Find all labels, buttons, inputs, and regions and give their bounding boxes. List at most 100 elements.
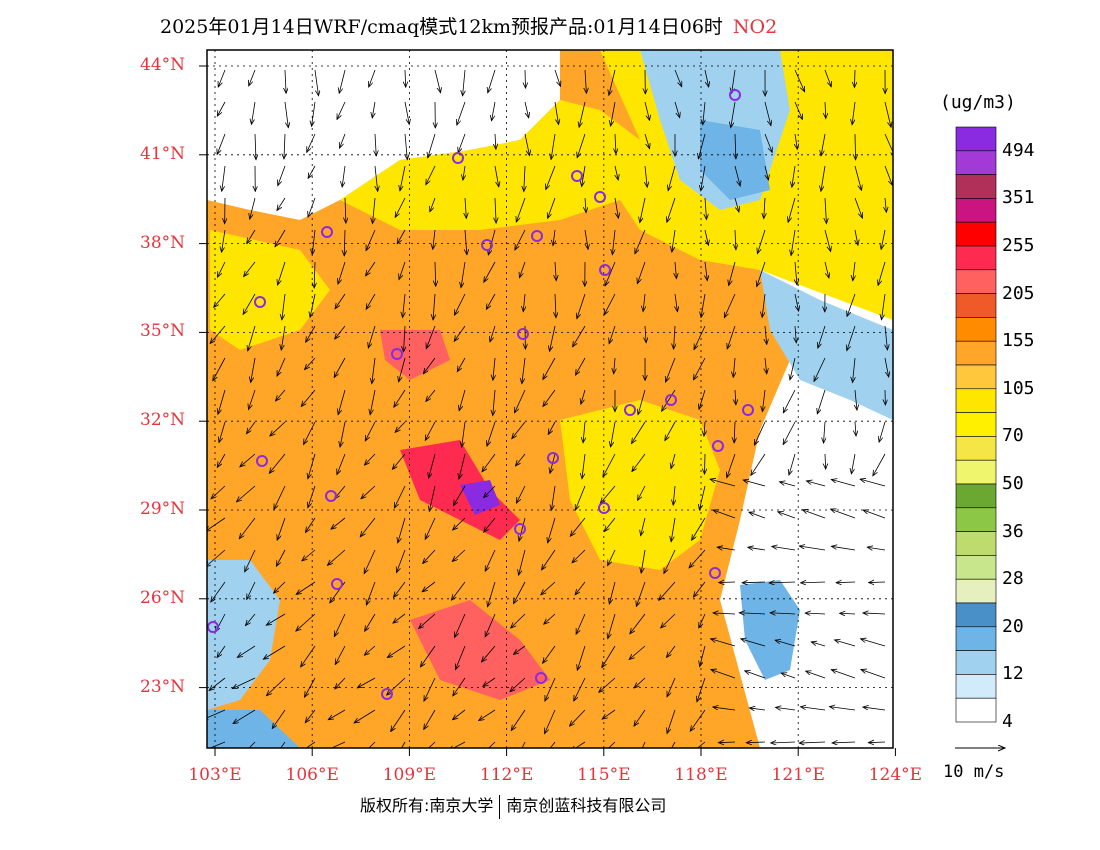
colorbar-label: 155 <box>1002 330 1035 352</box>
wind-arrow <box>704 421 705 436</box>
city-marker <box>709 567 721 579</box>
wind-arrow <box>263 645 286 659</box>
wind-arrow <box>732 69 736 93</box>
wind-arrow <box>514 645 526 654</box>
wind-arrow <box>765 357 767 374</box>
wind-arrow <box>210 325 226 344</box>
wind-arrow <box>749 708 766 710</box>
wind-arrow <box>600 485 616 503</box>
wind-arrow <box>817 389 826 414</box>
wind-arrow <box>424 709 436 729</box>
wind-arrow <box>541 581 556 595</box>
wind-arrow <box>699 389 706 409</box>
wind-arrow <box>855 421 856 436</box>
colorbar <box>955 126 997 723</box>
wind-arrow <box>831 546 856 551</box>
wind-arrow <box>855 389 857 410</box>
wind-arrow <box>405 133 407 160</box>
wind-arrow <box>399 357 406 382</box>
wind-arrow <box>277 197 286 211</box>
wind-arrow <box>634 709 646 726</box>
wind-arrow <box>366 293 376 309</box>
wind-arrow <box>387 677 406 695</box>
wind-arrow <box>873 453 886 476</box>
wind-arrow <box>772 546 796 551</box>
wind-arrow <box>575 485 586 510</box>
wind-arrow <box>308 197 316 217</box>
wind-arrow <box>244 261 256 277</box>
wind-arrow <box>493 357 495 380</box>
wind-arrow <box>312 101 316 126</box>
wind-arrow <box>525 69 526 88</box>
wind-arrow <box>689 549 706 568</box>
wind-arrow <box>824 229 831 252</box>
wind-arrow <box>249 69 256 86</box>
wind-arrow <box>705 229 708 245</box>
wind-arrow <box>783 421 796 445</box>
lat-label: 29°N <box>140 499 186 519</box>
wind-arrow <box>328 709 346 720</box>
wind-arrow <box>602 709 616 719</box>
wind-arrow <box>667 677 676 697</box>
wind-arrow <box>459 453 466 479</box>
graticule <box>207 50 893 748</box>
wind-arrow <box>251 101 256 124</box>
wind-arrow <box>485 613 496 637</box>
wind-arrow <box>746 742 766 743</box>
colorbar-swatch <box>955 531 997 556</box>
wind-arrow <box>301 645 316 667</box>
wind-arrow <box>645 325 646 343</box>
wind-arrow <box>364 645 376 655</box>
wind-arrow <box>571 741 586 748</box>
wind-arrow <box>806 481 826 487</box>
wind-arrow <box>392 453 406 469</box>
wind-arrow <box>266 613 286 625</box>
wind-arrow <box>659 581 676 600</box>
colorbar-swatch <box>955 198 997 223</box>
wind-arrow <box>847 293 856 316</box>
wind-arrow <box>701 293 706 317</box>
wind-arrow <box>645 165 647 187</box>
wind-arrow <box>276 549 286 566</box>
wind-arrow <box>855 133 856 160</box>
wind-arrow <box>272 709 286 729</box>
wind-arrow <box>453 517 466 530</box>
wind-arrow <box>453 677 466 696</box>
wind-arrow <box>724 293 736 318</box>
lon-label: 115°E <box>577 765 631 785</box>
wind-arrow <box>323 741 346 748</box>
wind-arrow <box>372 101 375 118</box>
wind-arrow <box>458 133 466 153</box>
wind-arrow <box>340 421 346 447</box>
wind-arrow <box>430 197 436 212</box>
wind-arrow <box>697 677 706 702</box>
wind-arrow <box>614 197 618 218</box>
wind-arrow <box>734 421 735 443</box>
wind-arrow <box>860 479 886 487</box>
wind-arrow <box>236 485 256 502</box>
wind-arrow <box>548 421 556 435</box>
wind-arrow <box>304 421 316 445</box>
city-marker <box>547 452 559 464</box>
wind-arrow <box>314 261 315 288</box>
wind-arrow <box>281 325 286 350</box>
lon-label: 118°E <box>674 765 728 785</box>
wind-arrow <box>814 357 826 381</box>
wind-arrow <box>455 645 466 670</box>
wind-arrow <box>549 325 556 351</box>
lat-label: 41°N <box>140 143 186 164</box>
wind-arrow <box>245 549 256 572</box>
city-marker <box>321 226 333 238</box>
wind-arrow <box>569 709 586 726</box>
wind-arrow <box>762 293 766 317</box>
wind-arrow <box>551 133 556 159</box>
footer: 版权所有:南京大学 南京创蓝科技有限公司 <box>360 792 666 819</box>
wind-arrow <box>675 261 676 279</box>
colorbar-swatch <box>955 317 997 342</box>
wind-arrow <box>577 293 586 319</box>
wind-arrow <box>637 261 646 284</box>
wind-arrow <box>375 133 376 156</box>
wind-arrow <box>638 485 646 500</box>
wind-arrow <box>495 133 496 149</box>
colorbar-swatch <box>955 578 997 604</box>
